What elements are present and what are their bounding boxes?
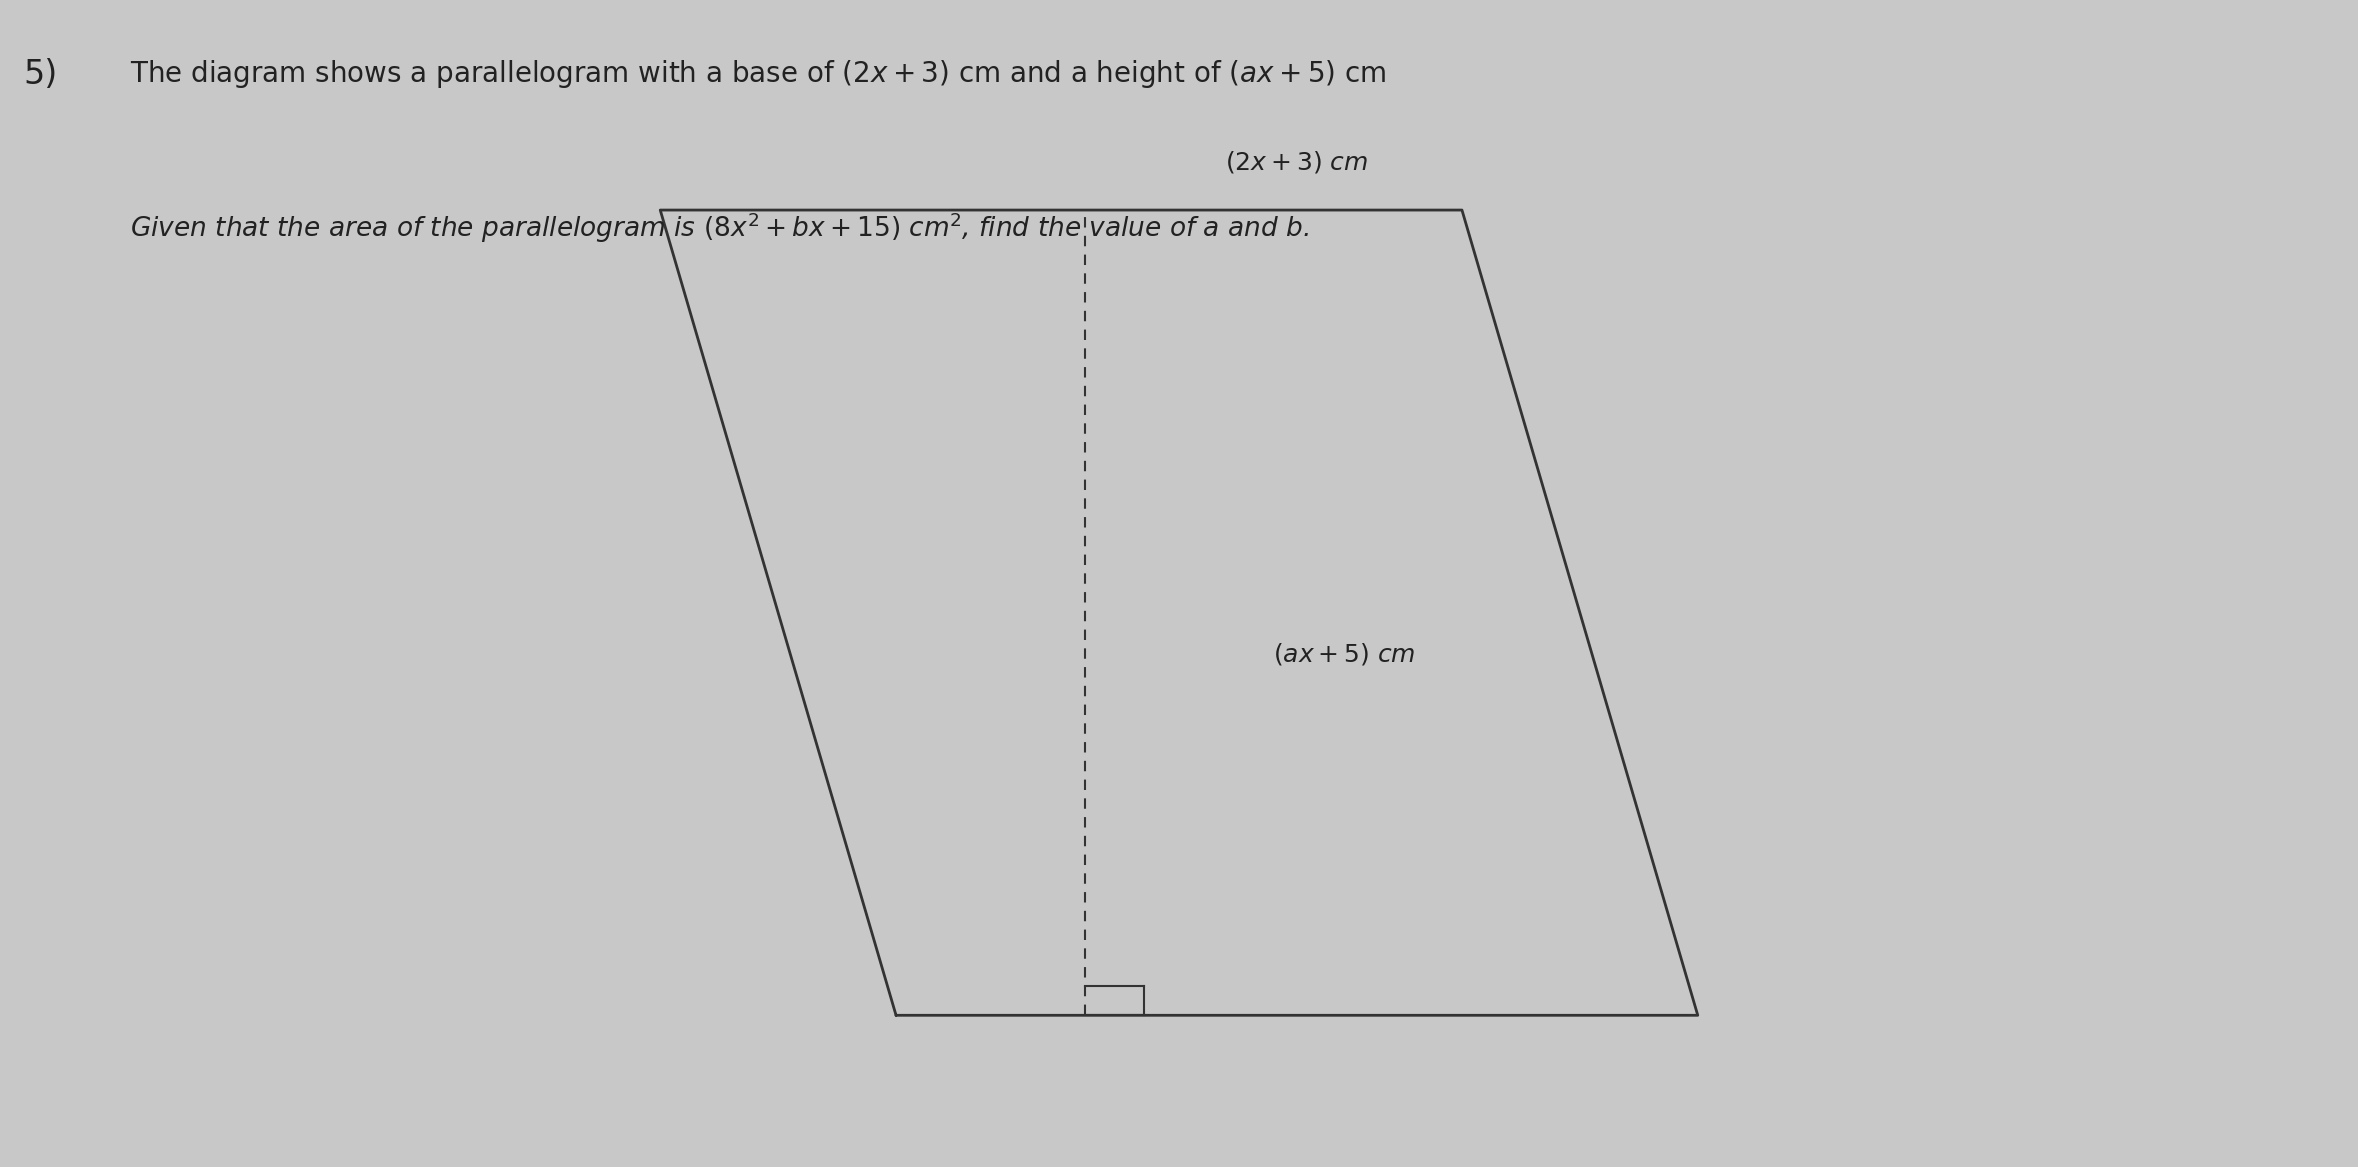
Text: 5): 5) — [24, 58, 59, 91]
Text: Given that the area of the parallelogram is $(8x^2 + bx + 15)$ cm$^2$, find the : Given that the area of the parallelogram… — [130, 210, 1309, 245]
Text: $(2x + 3)$ cm: $(2x + 3)$ cm — [1226, 149, 1368, 175]
Text: The diagram shows a parallelogram with a base of $(2x + 3)$ cm and a height of $: The diagram shows a parallelogram with a… — [130, 58, 1387, 90]
Text: $(ax + 5)$ cm: $(ax + 5)$ cm — [1273, 641, 1415, 666]
